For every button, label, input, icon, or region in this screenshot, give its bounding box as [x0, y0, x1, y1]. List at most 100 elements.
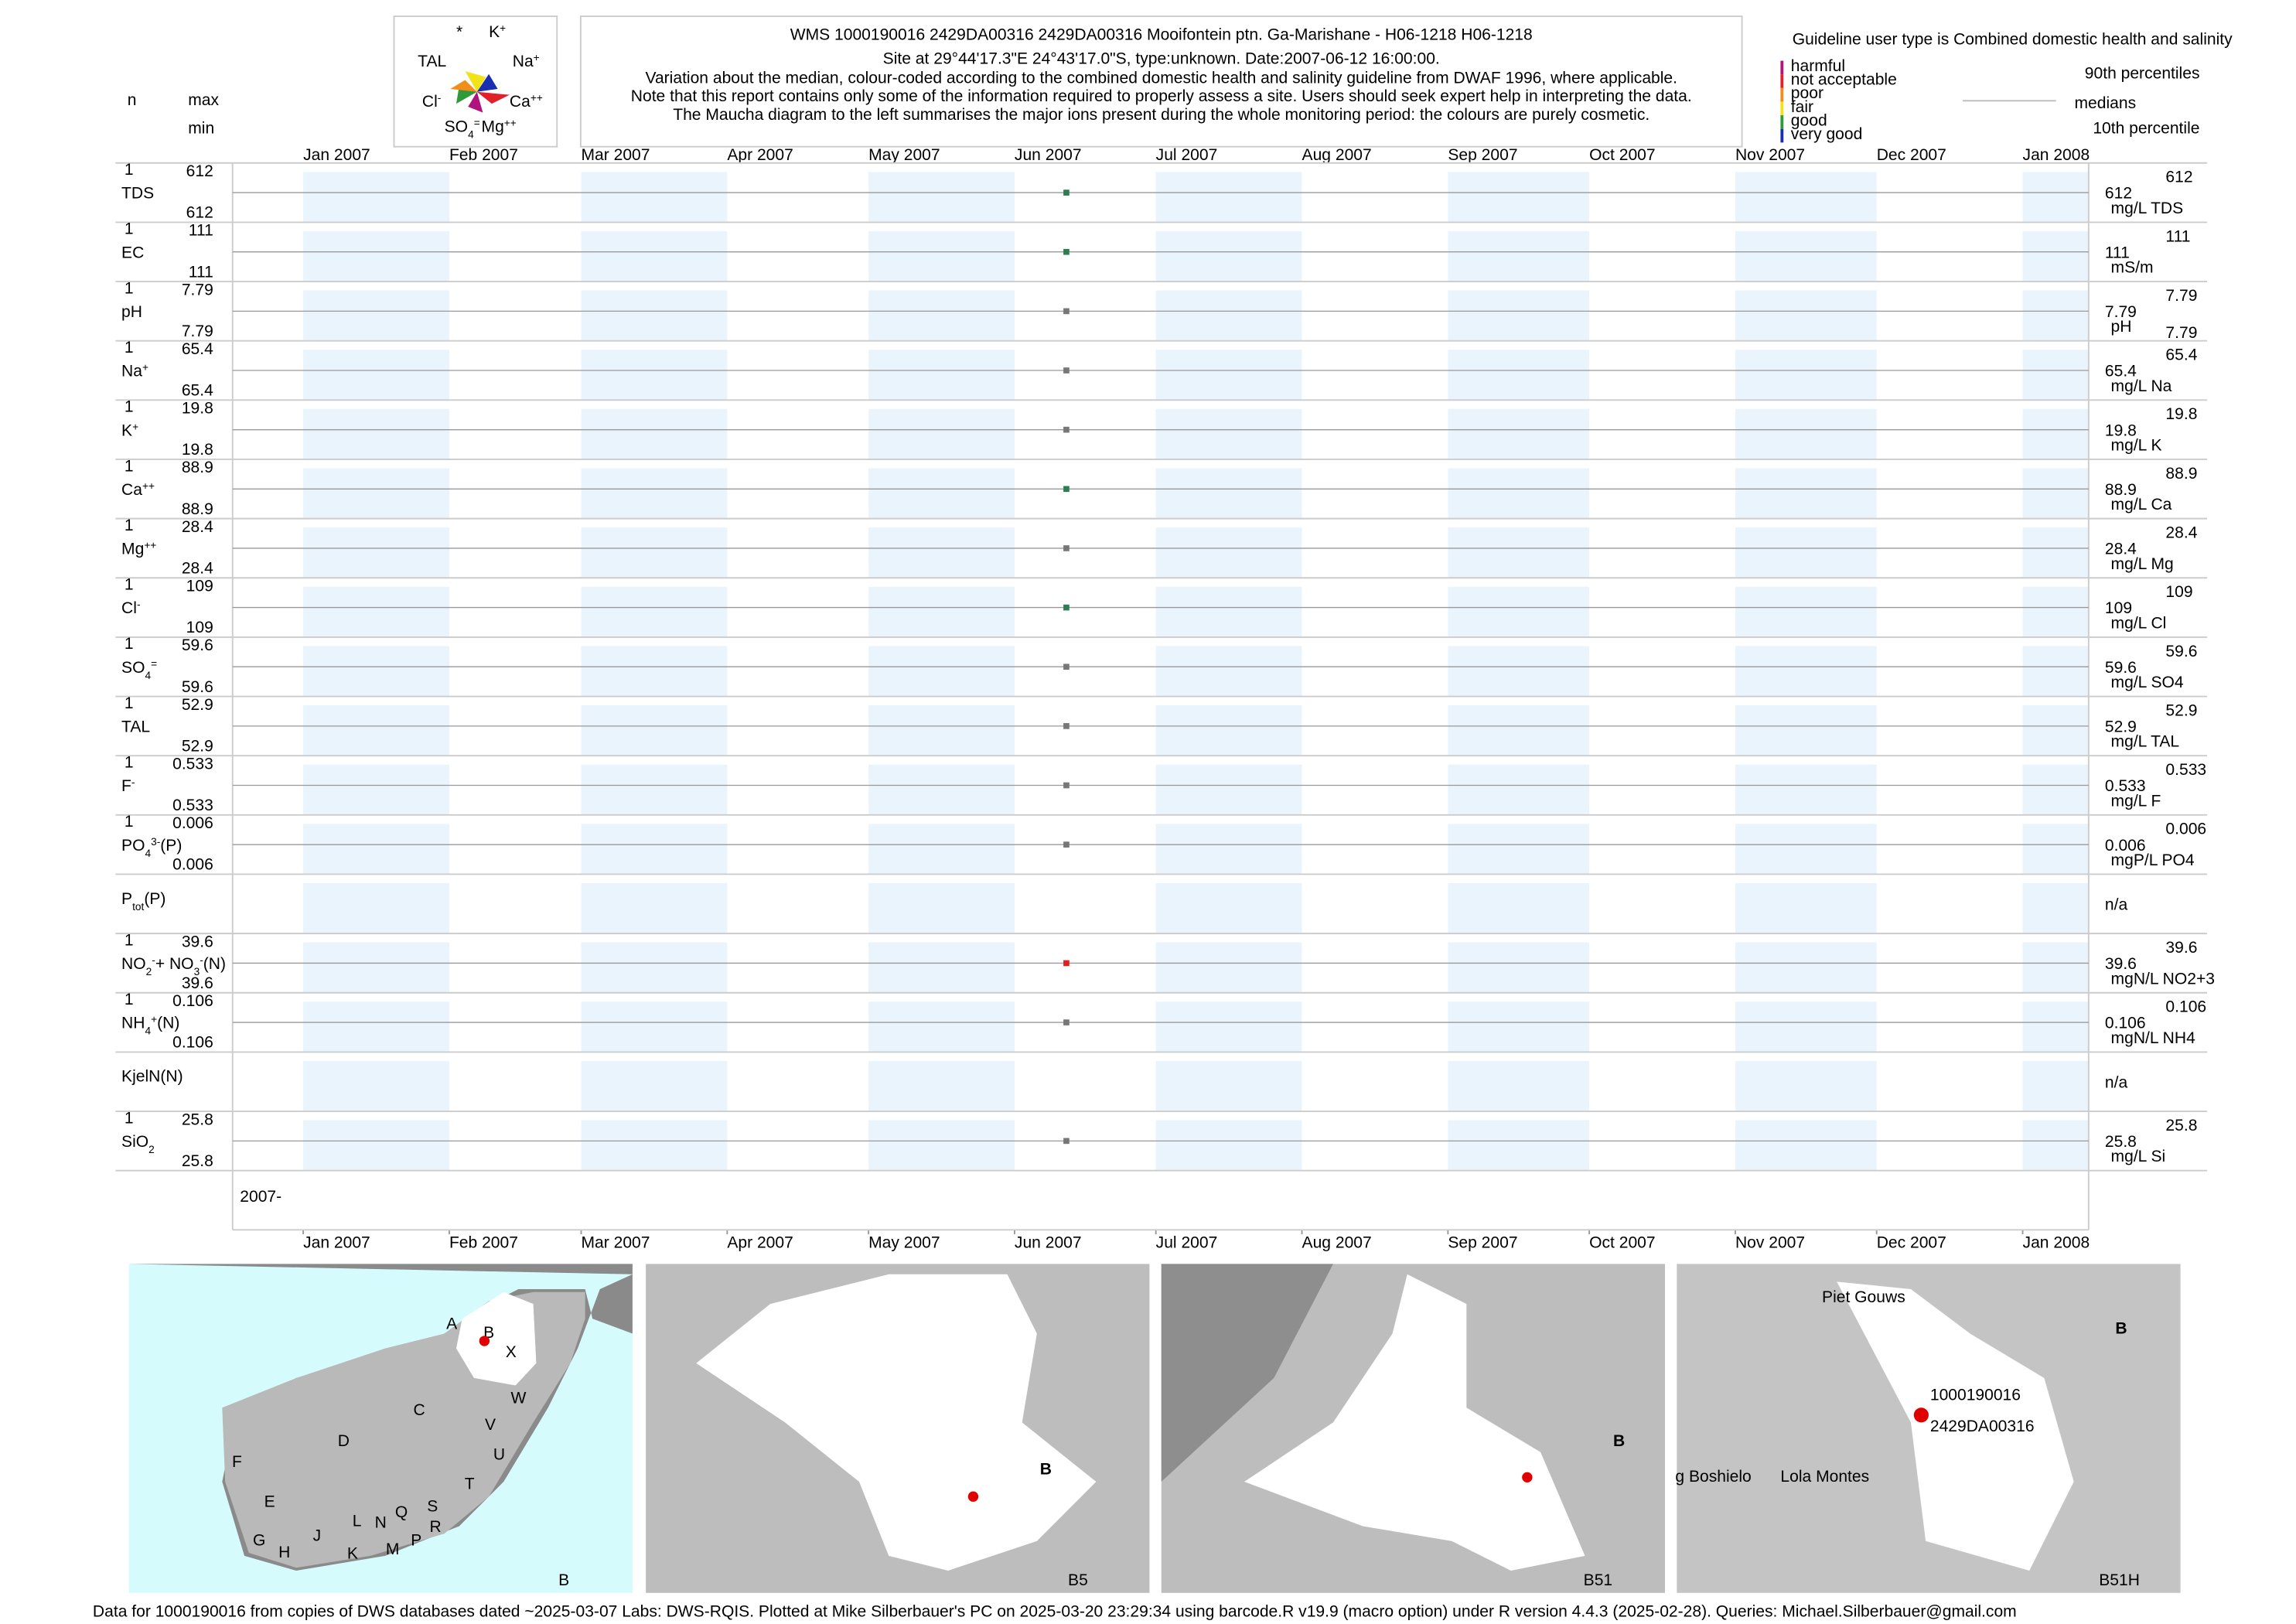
x-tick-label-top: Oct 2007 [1589, 146, 1655, 164]
map-label: T [465, 1476, 475, 1493]
maucha-label: Na+ [513, 52, 540, 71]
row-unit: mg/L Mg [2111, 555, 2174, 573]
row-n: 1 [125, 220, 134, 238]
label-part: (P) [144, 890, 165, 908]
map-label: Lola Montes [1780, 1468, 1869, 1486]
month-band [2022, 1001, 2089, 1053]
row-unit: pH [2111, 318, 2132, 336]
row-n: 1 [125, 339, 134, 357]
month-band [1155, 764, 1302, 815]
month-band [581, 527, 728, 578]
month-band [303, 882, 449, 934]
note: Note that this report contains only some… [631, 87, 1692, 105]
label-part: NH [121, 1015, 145, 1032]
row-label: TDS [121, 185, 154, 203]
row-median: 28.4 [2105, 541, 2137, 558]
row-p90: 0.006 [2165, 821, 2206, 838]
x-tick-label-bottom: Nov 2007 [1735, 1233, 1805, 1251]
site-marker [479, 1336, 490, 1346]
map-label: V [485, 1416, 496, 1434]
month-band [1155, 586, 1302, 637]
row-unit: mg/L K [2111, 436, 2162, 454]
row-n: 1 [125, 517, 134, 534]
row-p90: 28.4 [2165, 524, 2197, 542]
row-n: 1 [125, 813, 134, 831]
label-part: 4 [468, 128, 474, 140]
label-part: - [438, 91, 442, 103]
month-band [868, 824, 1015, 875]
row-min: 25.8 [182, 1152, 213, 1170]
note: Variation about the median, colour-coded… [645, 69, 1677, 87]
map-label: B [2115, 1319, 2127, 1337]
row-min: 111 [189, 263, 213, 281]
label-part: - [200, 954, 203, 966]
map-caption: B51 [1584, 1571, 1612, 1589]
x-tick-label-top: Feb 2007 [449, 146, 518, 164]
month-band [1448, 290, 1590, 341]
row-p90: 39.6 [2165, 939, 2197, 957]
min-header: min [188, 119, 214, 137]
row-label: Ptot(P) [121, 890, 165, 913]
label-part: - [152, 954, 155, 966]
row-median: 65.4 [2105, 363, 2137, 380]
label-part: + [132, 421, 138, 432]
row-unit: mg/L Cl [2111, 614, 2167, 632]
sample-point [1063, 723, 1070, 729]
label-part: - [131, 776, 135, 788]
row-median: 7.79 [2105, 303, 2137, 321]
month-band [303, 527, 449, 578]
month-band [1155, 350, 1302, 401]
month-band [868, 942, 1015, 993]
map-label: R [430, 1518, 442, 1536]
x-tick-label-bottom: Mar 2007 [582, 1233, 650, 1251]
sample-point [1063, 426, 1070, 433]
map-caption: B [558, 1571, 569, 1589]
row-min: 59.6 [182, 678, 213, 696]
row-unit: mS/m [2111, 259, 2154, 277]
month-band [303, 1120, 449, 1171]
row-min: 0.106 [172, 1034, 213, 1052]
month-band [1735, 1060, 1877, 1112]
row-median: 0.106 [2105, 1015, 2146, 1032]
map-label: W [510, 1390, 526, 1407]
row-p90: 88.9 [2165, 465, 2197, 483]
row-p90: 59.6 [2165, 643, 2197, 660]
x-tick-label-bottom: Apr 2007 [727, 1233, 793, 1251]
row-p10: 7.79 [2165, 324, 2197, 342]
site-marker [1522, 1472, 1533, 1483]
row-max: 59.6 [182, 636, 213, 654]
x-tick-label-bottom: Jun 2007 [1015, 1233, 1082, 1251]
label-part: 3- [151, 835, 160, 847]
row-label: pH [121, 303, 142, 321]
row-min: 88.9 [182, 500, 213, 518]
label-part: * [456, 23, 462, 41]
maucha-label: * [456, 23, 462, 41]
guideline-swatch [1780, 74, 1784, 88]
label-part: 4 [145, 847, 152, 858]
row-label: PO43-(P) [121, 835, 182, 858]
month-band [1448, 1060, 1590, 1112]
guideline-swatch [1780, 87, 1784, 102]
row-n: 1 [125, 931, 134, 949]
month-band [868, 705, 1015, 756]
month-band [2022, 230, 2089, 282]
label-part: K [489, 23, 500, 41]
month-band [1735, 586, 1877, 637]
month-band [1448, 1001, 1590, 1053]
month-band [1735, 408, 1877, 459]
row-label: F- [121, 776, 135, 796]
month-band [1155, 824, 1302, 875]
map-label: B [1613, 1432, 1625, 1450]
row-p90: 109 [2165, 583, 2192, 601]
map-label: J [313, 1527, 322, 1545]
row-max: 612 [186, 162, 213, 180]
map-caption: B51H [2099, 1571, 2140, 1589]
month-band [1448, 350, 1590, 401]
month-band [303, 705, 449, 756]
month-band [1155, 646, 1302, 697]
month-band [2022, 290, 2089, 341]
map-label: G [253, 1531, 265, 1549]
label-part: EC [121, 244, 144, 261]
label-part: + [142, 361, 148, 373]
month-band [1448, 646, 1590, 697]
